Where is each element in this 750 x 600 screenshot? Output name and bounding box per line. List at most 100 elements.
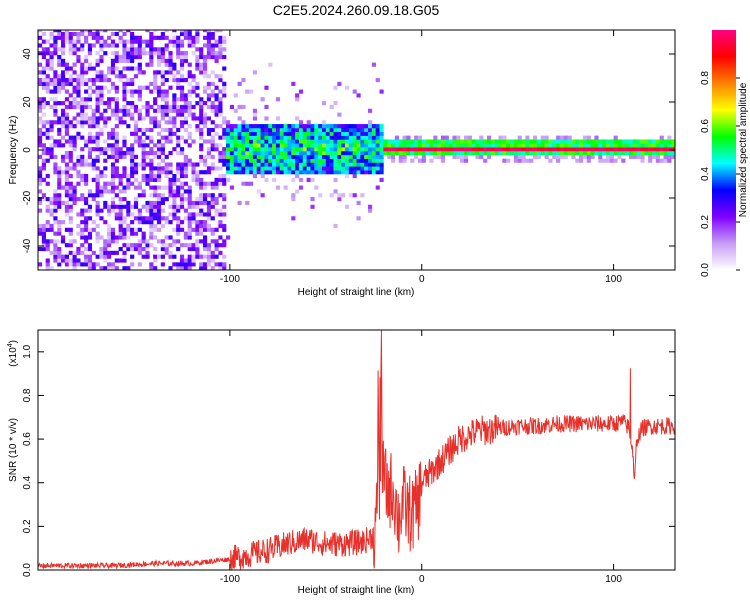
spectrogram-cell [222, 243, 227, 248]
spectrogram-cell [417, 135, 423, 140]
spectrogram-cell [84, 104, 89, 110]
spectrogram-cell [45, 262, 50, 267]
spectrogram-cell [195, 162, 200, 167]
spectrogram-cell [133, 89, 139, 94]
spectrogram-cell [57, 262, 62, 267]
spectrogram-cell [153, 227, 158, 232]
spectrogram-cell [95, 78, 100, 83]
spectrogram-cell [114, 147, 119, 152]
spectrogram-cell [176, 70, 181, 75]
spectrogram-cell [222, 150, 227, 156]
spectrogram-cell [76, 39, 81, 44]
spectrogram-cell [306, 162, 311, 167]
spectrogram-cell [149, 51, 154, 56]
spectrogram-cell [287, 139, 292, 144]
spectrogram-cell [80, 158, 85, 163]
spectrogram-cell [298, 150, 304, 156]
spectrogram-cell [310, 197, 315, 202]
spectrogram-cell [556, 139, 561, 144]
spectrogram-cell [53, 154, 58, 159]
spectrogram-cell [126, 54, 131, 60]
spectrogram-cell [199, 266, 204, 270]
spectrogram-cell [118, 200, 123, 206]
spectrogram-cell [609, 147, 614, 152]
spectrogram-cell [76, 81, 81, 86]
spectrogram-cell [529, 139, 534, 144]
spectrogram-cell [122, 185, 127, 190]
spectrogram-cell [191, 85, 196, 90]
spectrogram-cell [87, 150, 93, 156]
spectrogram-cell [122, 254, 127, 259]
spectrogram-cell [45, 158, 50, 163]
spectrogram-cell [103, 39, 108, 44]
spectrogram-cell [360, 193, 365, 198]
spectrogram-cell [76, 135, 81, 140]
spectrogram-cell [590, 143, 595, 148]
spectrogram-cell [203, 262, 208, 267]
spectrogram-cell [648, 143, 653, 148]
spectrogram-cell [156, 143, 162, 148]
spectrogram-cell [110, 239, 116, 244]
spectrogram-cell [156, 193, 162, 198]
spectrogram-cell [210, 104, 215, 110]
spectrogram-cell [164, 154, 169, 159]
spectrogram-cell [314, 166, 319, 171]
spectrogram-cell [110, 162, 116, 167]
spectrogram-cell [72, 139, 77, 144]
spectrogram-cell [64, 78, 69, 83]
spectrogram-cell [306, 139, 311, 144]
spectrogram-cell [199, 51, 204, 56]
spectrogram-cell [133, 177, 139, 182]
spectrogram-cell [87, 124, 93, 129]
spectrogram-cell [160, 97, 165, 102]
spectrogram-cell [187, 35, 192, 40]
spectrogram-cell [80, 74, 85, 79]
spectrogram-cell [291, 216, 296, 221]
spectrogram-cell [141, 174, 146, 179]
spectrogram-cell [245, 150, 250, 156]
spectrogram-cell [76, 104, 81, 110]
spectrogram-cell [245, 181, 250, 186]
spectrogram-cell [53, 74, 58, 79]
spectrogram-cell [76, 47, 81, 52]
spectrogram-cell [179, 51, 185, 56]
spectrogram-cell [118, 220, 123, 225]
spectrogram-cell [218, 250, 223, 255]
spectrogram-cell [122, 231, 127, 236]
spectrogram-cell [233, 108, 238, 113]
spectrogram-cell [226, 166, 231, 171]
spectrogram-cell [275, 170, 281, 175]
spectrogram-cell [137, 89, 142, 94]
spectrogram-cell [95, 89, 100, 94]
spectrogram-cell [302, 139, 307, 144]
spectrogram-cell [160, 216, 165, 221]
spectrogram-cell [214, 43, 219, 48]
spectrogram-cell [663, 147, 668, 152]
spectrogram-cell [195, 181, 200, 186]
spectrogram-cell [49, 54, 54, 60]
spectrogram-cell [107, 262, 112, 267]
spectrogram-cell [68, 185, 73, 190]
spectrogram-cell [368, 154, 373, 159]
spectrogram-cell [76, 85, 81, 90]
spectrogram-cell [440, 147, 446, 152]
spectrogram-cell [91, 220, 96, 225]
spectrogram-cell [402, 154, 407, 159]
spectrogram-cell [145, 127, 150, 133]
spectrogram-cell [53, 200, 58, 206]
spectrogram-cell [344, 166, 350, 171]
spectrogram-cell [226, 150, 231, 156]
spectrogram-cell [218, 154, 223, 159]
spectrogram-cell [195, 81, 200, 86]
spectrogram-cell [99, 250, 104, 255]
spectrogram-cell [107, 239, 112, 244]
spectrogram-cell [107, 131, 112, 136]
spectrogram-cell [122, 108, 127, 113]
spectrogram-cell [57, 204, 62, 209]
spectrogram-cell [513, 154, 518, 159]
spectrogram-cell [421, 143, 426, 148]
spectrogram-cell [95, 51, 100, 56]
spectrogram-cell [114, 216, 119, 221]
spectrogram-cell [118, 108, 123, 113]
